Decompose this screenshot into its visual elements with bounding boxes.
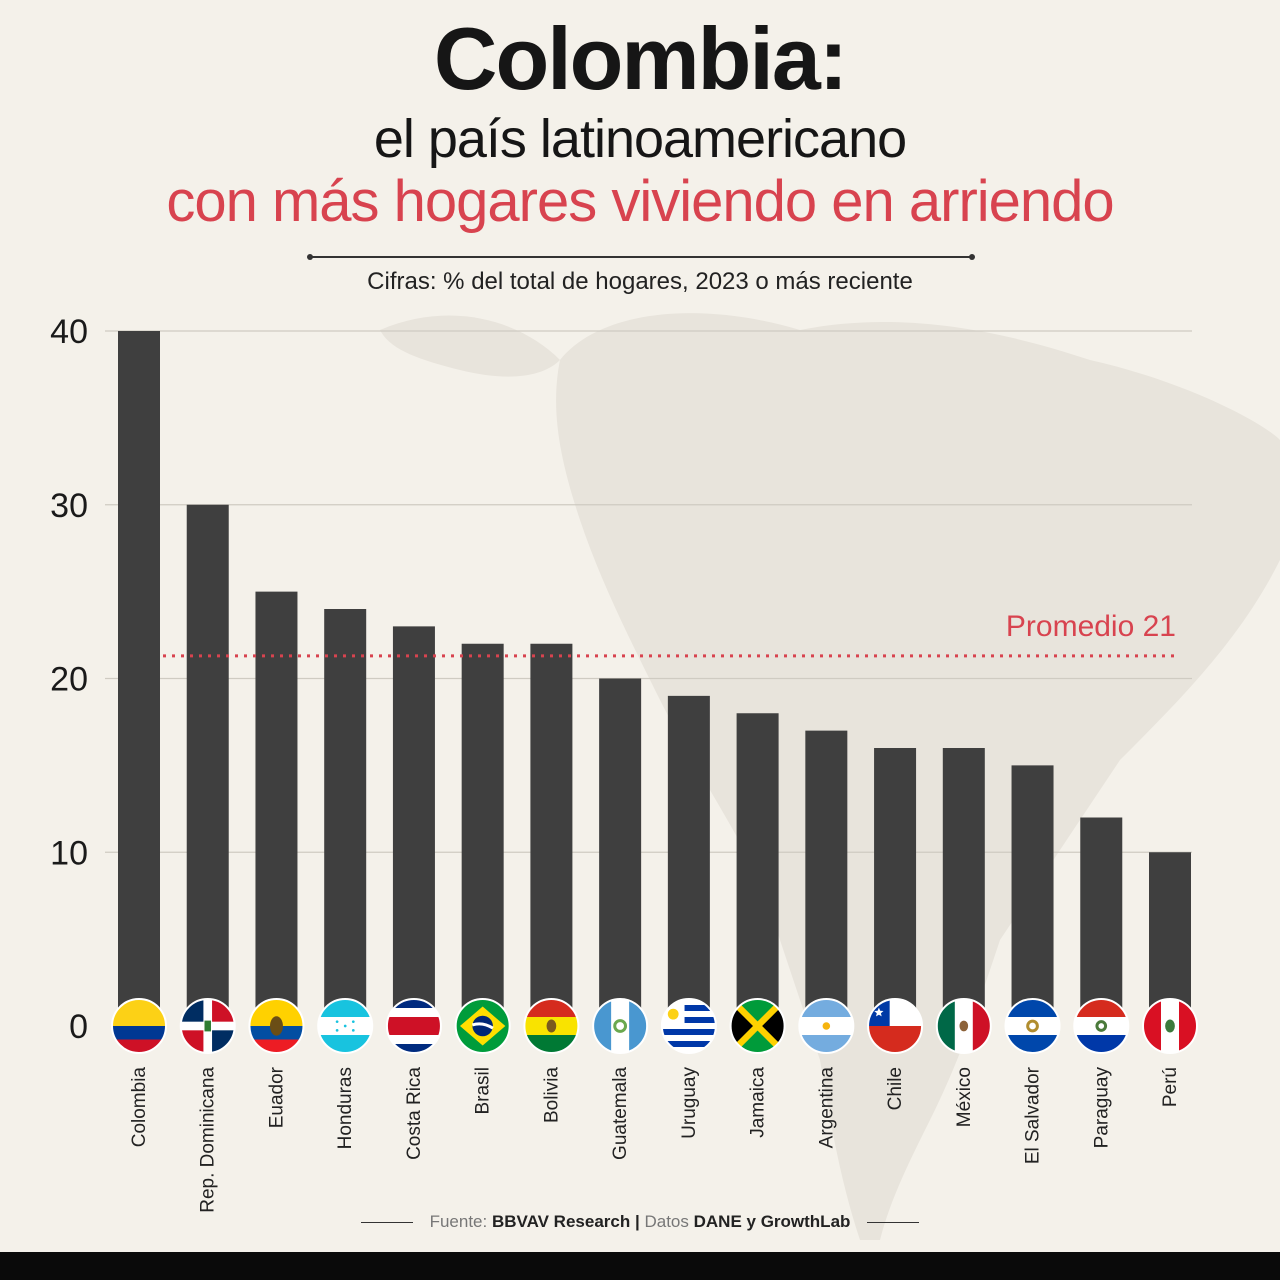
footer-data-source: DANE y GrowthLab bbox=[693, 1212, 851, 1231]
footer-divider-right bbox=[867, 1222, 920, 1224]
title-divider bbox=[307, 254, 975, 260]
flag-uruguay-icon bbox=[660, 998, 717, 1054]
y-tick-label: 40 bbox=[50, 313, 88, 351]
average-reference-label: Promedio 21 bbox=[1006, 610, 1176, 643]
flag-bolivia-icon bbox=[523, 998, 580, 1054]
x-category-label: Perú bbox=[1160, 1067, 1181, 1107]
x-category-label: Guatemala bbox=[610, 1067, 631, 1160]
flag-honduras-icon bbox=[317, 998, 374, 1054]
bottom-bar bbox=[0, 1252, 1280, 1280]
flag-chile-icon bbox=[867, 998, 924, 1054]
bar-Colombia bbox=[118, 331, 160, 1026]
y-tick-label: 10 bbox=[50, 834, 88, 872]
x-category-label: Rep. Dominicana bbox=[198, 1067, 219, 1213]
x-category-label: El Salvador bbox=[1023, 1066, 1044, 1164]
x-category-label: Paraguay bbox=[1091, 1067, 1112, 1149]
flag-brazil-icon bbox=[454, 998, 511, 1054]
x-category-label: México bbox=[954, 1067, 975, 1127]
flag-el-salvador-icon bbox=[1004, 998, 1061, 1054]
y-tick-label: 0 bbox=[69, 1008, 88, 1046]
bar-Chile bbox=[874, 748, 917, 1026]
bar-Perú bbox=[1149, 852, 1191, 1026]
x-category-label: Brasil bbox=[473, 1067, 494, 1115]
flag-dominican-republic-icon bbox=[179, 998, 236, 1054]
bar-Argentina bbox=[805, 730, 848, 1026]
footer-source-prefix: Fuente: bbox=[429, 1212, 488, 1231]
flag-mexico-icon bbox=[935, 998, 992, 1054]
x-category-label: Colombia bbox=[129, 1067, 150, 1148]
chart-title: Colombia: bbox=[433, 9, 848, 108]
flag-ecuador-icon bbox=[248, 998, 305, 1054]
x-category-label: Bolivia bbox=[541, 1067, 562, 1123]
x-category-label: Argentina bbox=[816, 1067, 837, 1149]
bar-Costa Rica bbox=[392, 626, 435, 1026]
chart-subtitle-accent: con más hogares viviendo en arriendo bbox=[166, 169, 1114, 234]
flag-jamaica-icon bbox=[729, 998, 786, 1054]
bar-Brasil bbox=[461, 643, 504, 1026]
flag-peru-icon bbox=[1142, 998, 1198, 1054]
footer-separator: | bbox=[634, 1212, 640, 1231]
y-tick-label: 20 bbox=[50, 661, 88, 699]
bar-Guatemala bbox=[599, 678, 642, 1026]
flag-paraguay-icon bbox=[1073, 998, 1130, 1054]
bar-Honduras bbox=[324, 609, 367, 1026]
chart-subtitle: el país latinoamericano bbox=[373, 109, 907, 169]
bar-Bolivia bbox=[530, 643, 573, 1026]
x-category-label: Uruguay bbox=[679, 1067, 700, 1139]
bar-Euador bbox=[255, 591, 298, 1026]
flag-guatemala-icon bbox=[592, 998, 649, 1054]
flag-costa-rica-icon bbox=[385, 998, 442, 1054]
x-category-label: Chile bbox=[885, 1067, 906, 1110]
bar-México bbox=[942, 748, 985, 1026]
bar-El Salvador bbox=[1011, 765, 1054, 1026]
x-category-label: Costa Rica bbox=[404, 1067, 425, 1160]
chart-footer: Fuente: BBVAV Research | Datos DANE y Gr… bbox=[0, 1212, 1280, 1232]
bar-Jamaica bbox=[736, 713, 779, 1026]
footer-data-prefix: Datos bbox=[644, 1212, 689, 1231]
bar-Paraguay bbox=[1080, 817, 1123, 1026]
chart-description: Cifras: % del total de hogares, 2023 o m… bbox=[367, 268, 913, 295]
flag-argentina-icon bbox=[798, 998, 855, 1054]
bar-Uruguay bbox=[667, 695, 710, 1026]
x-category-label: Honduras bbox=[335, 1067, 356, 1149]
footer-source: BBVAV Research bbox=[491, 1212, 631, 1231]
footer-divider-left bbox=[360, 1222, 413, 1224]
bar-Rep. Dominicana bbox=[186, 504, 229, 1026]
flag-colombia-icon bbox=[111, 998, 167, 1054]
y-tick-label: 30 bbox=[50, 487, 88, 525]
x-category-label: Jamaica bbox=[748, 1067, 769, 1138]
x-category-label: Euador bbox=[266, 1066, 287, 1128]
